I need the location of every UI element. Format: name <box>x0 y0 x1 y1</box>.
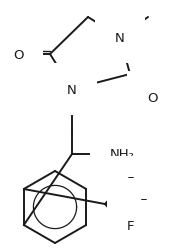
Text: F: F <box>127 176 135 189</box>
Text: N: N <box>67 83 77 96</box>
Text: F: F <box>127 220 135 233</box>
Text: N: N <box>115 32 125 44</box>
Text: O: O <box>13 48 23 61</box>
Text: NH₂: NH₂ <box>110 148 135 161</box>
Text: O: O <box>147 91 157 104</box>
Text: F: F <box>140 198 148 211</box>
